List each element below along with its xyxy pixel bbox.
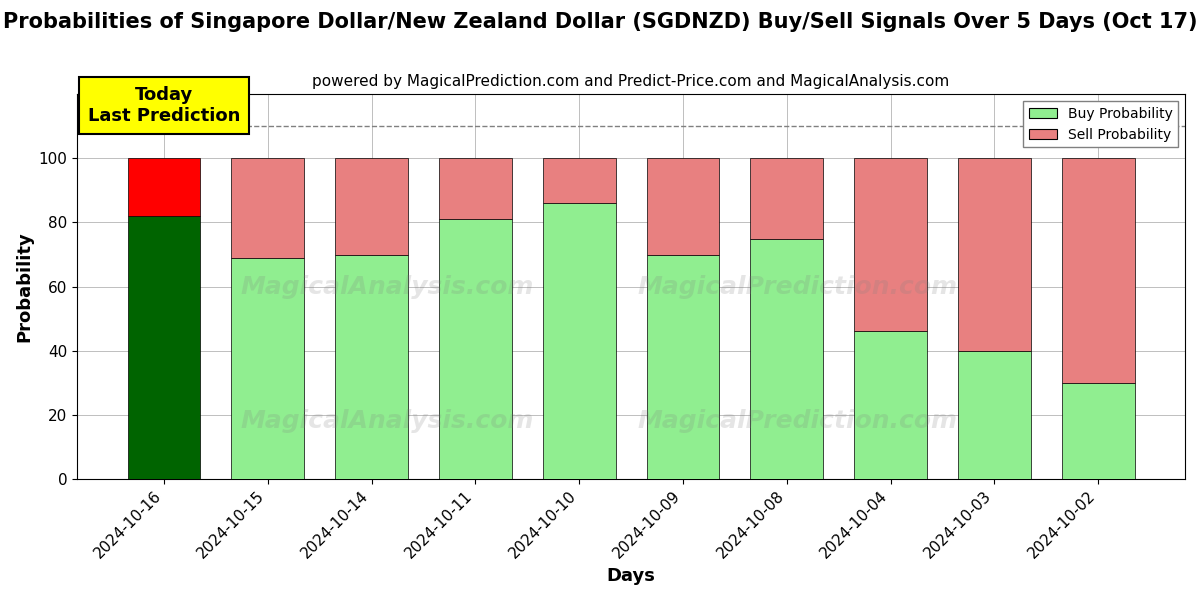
Bar xyxy=(750,158,823,239)
Text: MagicalAnalysis.com: MagicalAnalysis.com xyxy=(241,275,534,299)
X-axis label: Days: Days xyxy=(607,567,655,585)
Bar xyxy=(232,158,304,258)
Legend: Buy Probability, Sell Probability: Buy Probability, Sell Probability xyxy=(1024,101,1178,148)
Bar xyxy=(750,239,823,479)
Text: MagicalPrediction.com: MagicalPrediction.com xyxy=(637,275,958,299)
Bar xyxy=(854,331,926,479)
Title: powered by MagicalPrediction.com and Predict-Price.com and MagicalAnalysis.com: powered by MagicalPrediction.com and Pre… xyxy=(312,74,949,89)
Bar xyxy=(1062,158,1135,383)
Bar xyxy=(647,254,719,479)
Text: MagicalPrediction.com: MagicalPrediction.com xyxy=(637,409,958,433)
Bar xyxy=(439,219,511,479)
Bar xyxy=(335,158,408,254)
Bar xyxy=(958,350,1031,479)
Bar xyxy=(127,216,200,479)
Y-axis label: Probability: Probability xyxy=(14,231,32,342)
Bar xyxy=(127,158,200,216)
Bar xyxy=(1062,383,1135,479)
Text: MagicalAnalysis.com: MagicalAnalysis.com xyxy=(241,409,534,433)
Bar xyxy=(958,158,1031,350)
Bar xyxy=(854,158,926,331)
Bar xyxy=(542,158,616,203)
Text: Today
Last Prediction: Today Last Prediction xyxy=(88,86,240,125)
Bar xyxy=(232,258,304,479)
Bar xyxy=(335,254,408,479)
Text: Probabilities of Singapore Dollar/New Zealand Dollar (SGDNZD) Buy/Sell Signals O: Probabilities of Singapore Dollar/New Ze… xyxy=(2,12,1198,32)
Bar xyxy=(647,158,719,254)
Bar xyxy=(542,203,616,479)
Bar xyxy=(439,158,511,219)
